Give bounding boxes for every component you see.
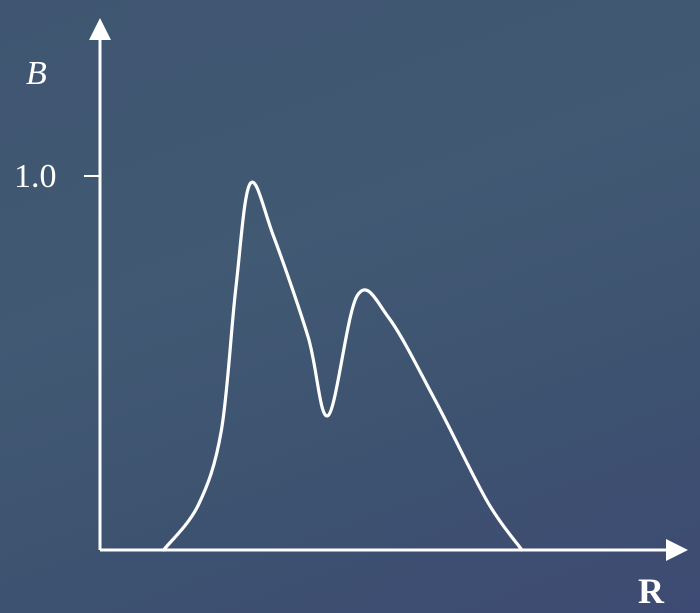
x-axis-arrow <box>666 539 688 561</box>
y-axis-arrow <box>89 18 111 40</box>
y-axis-label: B <box>26 55 47 92</box>
y-ticks: 1.0 <box>14 158 100 195</box>
x-axis-label: R <box>638 571 665 611</box>
series-curve <box>161 180 524 552</box>
y-axis <box>89 18 111 550</box>
y-tick-label: 1.0 <box>14 158 57 195</box>
x-axis <box>100 539 688 561</box>
